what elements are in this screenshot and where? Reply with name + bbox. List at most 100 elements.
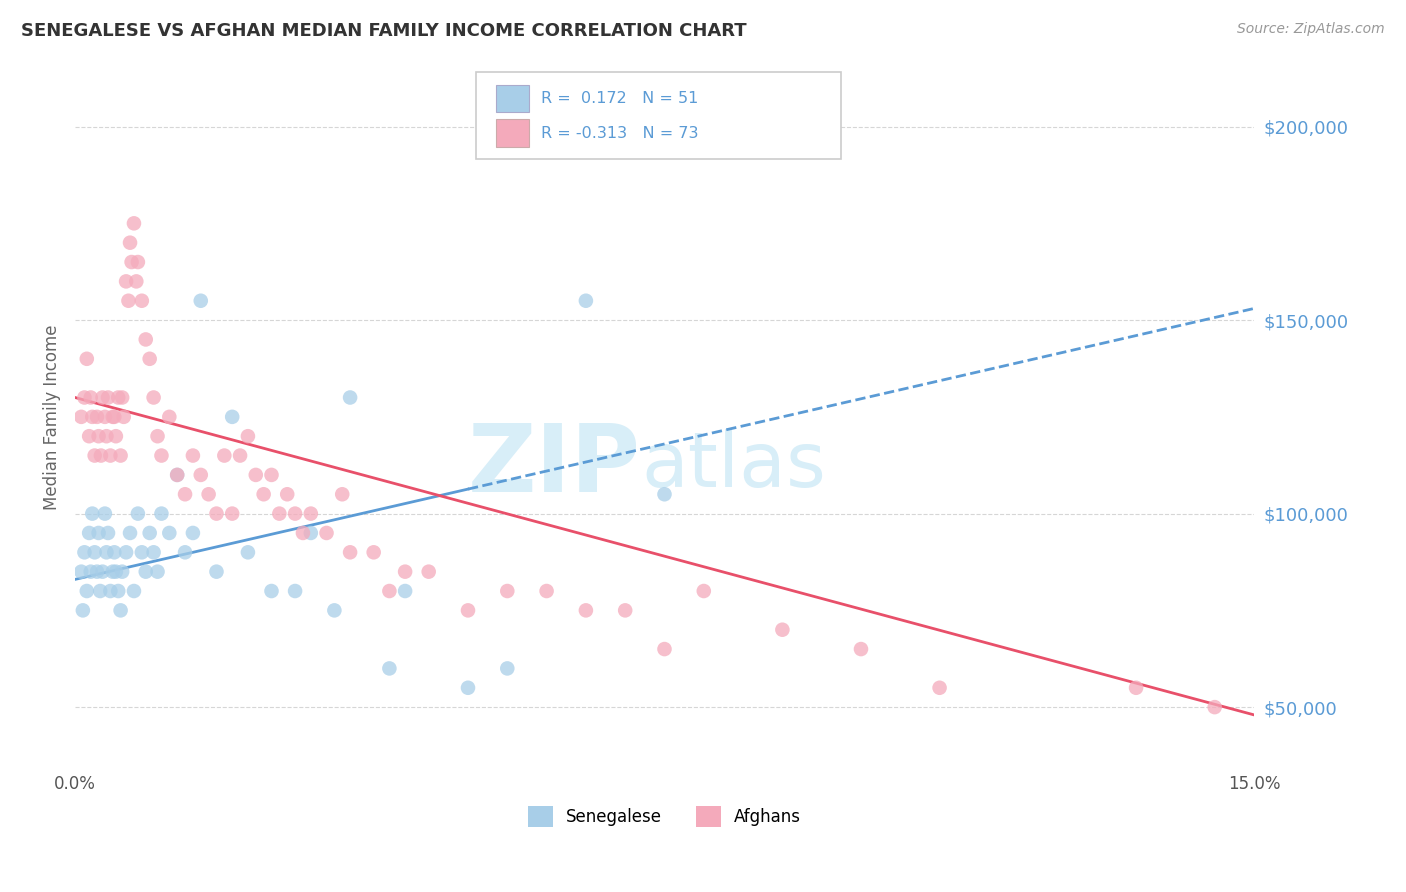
Point xyxy=(70,565,93,579)
Point xyxy=(157,409,180,424)
Point xyxy=(96,545,118,559)
Point xyxy=(142,391,165,405)
Point xyxy=(150,449,173,463)
Point xyxy=(131,545,153,559)
Point xyxy=(121,255,143,269)
Point xyxy=(214,449,236,463)
Point xyxy=(73,545,96,559)
Point xyxy=(82,409,104,424)
Point xyxy=(101,565,124,579)
Point xyxy=(110,603,132,617)
Point xyxy=(111,565,134,579)
Point xyxy=(142,545,165,559)
Point xyxy=(135,565,157,579)
Point xyxy=(107,391,129,405)
Point xyxy=(205,507,228,521)
Text: atlas: atlas xyxy=(641,429,825,502)
Point xyxy=(82,507,104,521)
Point xyxy=(291,525,314,540)
Point xyxy=(339,545,361,559)
Point xyxy=(260,467,283,482)
Point xyxy=(299,507,322,521)
Point xyxy=(457,603,479,617)
Point xyxy=(614,603,637,617)
Point xyxy=(693,584,716,599)
Bar xyxy=(496,85,529,112)
Point xyxy=(276,487,298,501)
Text: R =  0.172   N = 51: R = 0.172 N = 51 xyxy=(541,91,697,106)
FancyBboxPatch shape xyxy=(475,72,841,159)
Point xyxy=(205,565,228,579)
Point xyxy=(315,525,337,540)
Point xyxy=(146,429,169,443)
Point xyxy=(284,584,307,599)
Point xyxy=(72,603,94,617)
Point xyxy=(146,565,169,579)
Point xyxy=(536,584,558,599)
Text: Source: ZipAtlas.com: Source: ZipAtlas.com xyxy=(1237,22,1385,37)
Point xyxy=(496,584,519,599)
Point xyxy=(86,565,108,579)
Text: R = -0.313   N = 73: R = -0.313 N = 73 xyxy=(541,126,699,141)
Point xyxy=(284,507,307,521)
Point xyxy=(299,525,322,540)
Point xyxy=(190,293,212,308)
Point xyxy=(135,333,157,347)
Point xyxy=(97,525,120,540)
Text: ZIP: ZIP xyxy=(468,419,641,512)
Point xyxy=(96,429,118,443)
Point xyxy=(103,545,125,559)
Point xyxy=(378,661,401,675)
Legend: Senegalese, Afghans: Senegalese, Afghans xyxy=(522,800,807,833)
Point xyxy=(363,545,385,559)
Point xyxy=(122,584,145,599)
Point xyxy=(73,391,96,405)
Point xyxy=(138,351,160,366)
Point xyxy=(111,391,134,405)
Point xyxy=(166,467,188,482)
Point xyxy=(394,584,416,599)
Point xyxy=(181,449,204,463)
Point xyxy=(110,449,132,463)
Point xyxy=(229,449,252,463)
Point xyxy=(1204,700,1226,714)
Point xyxy=(94,409,117,424)
Point xyxy=(86,409,108,424)
Point xyxy=(100,449,122,463)
Point xyxy=(253,487,276,501)
Point xyxy=(339,391,361,405)
Point xyxy=(269,507,291,521)
Point xyxy=(125,274,148,288)
Text: SENEGALESE VS AFGHAN MEDIAN FAMILY INCOME CORRELATION CHART: SENEGALESE VS AFGHAN MEDIAN FAMILY INCOM… xyxy=(21,22,747,40)
Y-axis label: Median Family Income: Median Family Income xyxy=(44,324,60,509)
Point xyxy=(91,391,114,405)
Point xyxy=(115,545,138,559)
Point xyxy=(107,584,129,599)
Point xyxy=(138,525,160,540)
Point xyxy=(181,525,204,540)
Point xyxy=(101,409,124,424)
Point xyxy=(245,467,267,482)
Point xyxy=(80,391,103,405)
Point xyxy=(770,623,793,637)
Point xyxy=(260,584,283,599)
Point xyxy=(100,584,122,599)
Point xyxy=(166,467,188,482)
Point xyxy=(104,429,127,443)
Point xyxy=(330,487,353,501)
Point xyxy=(197,487,219,501)
Point xyxy=(190,467,212,482)
Point xyxy=(236,545,259,559)
Point xyxy=(76,351,98,366)
Bar xyxy=(496,120,529,147)
Point xyxy=(575,603,598,617)
Point xyxy=(118,235,141,250)
Point xyxy=(654,487,676,501)
Point xyxy=(115,274,138,288)
Point xyxy=(131,293,153,308)
Point xyxy=(83,545,105,559)
Point xyxy=(103,409,125,424)
Point xyxy=(90,449,112,463)
Point xyxy=(174,545,197,559)
Point xyxy=(221,409,243,424)
